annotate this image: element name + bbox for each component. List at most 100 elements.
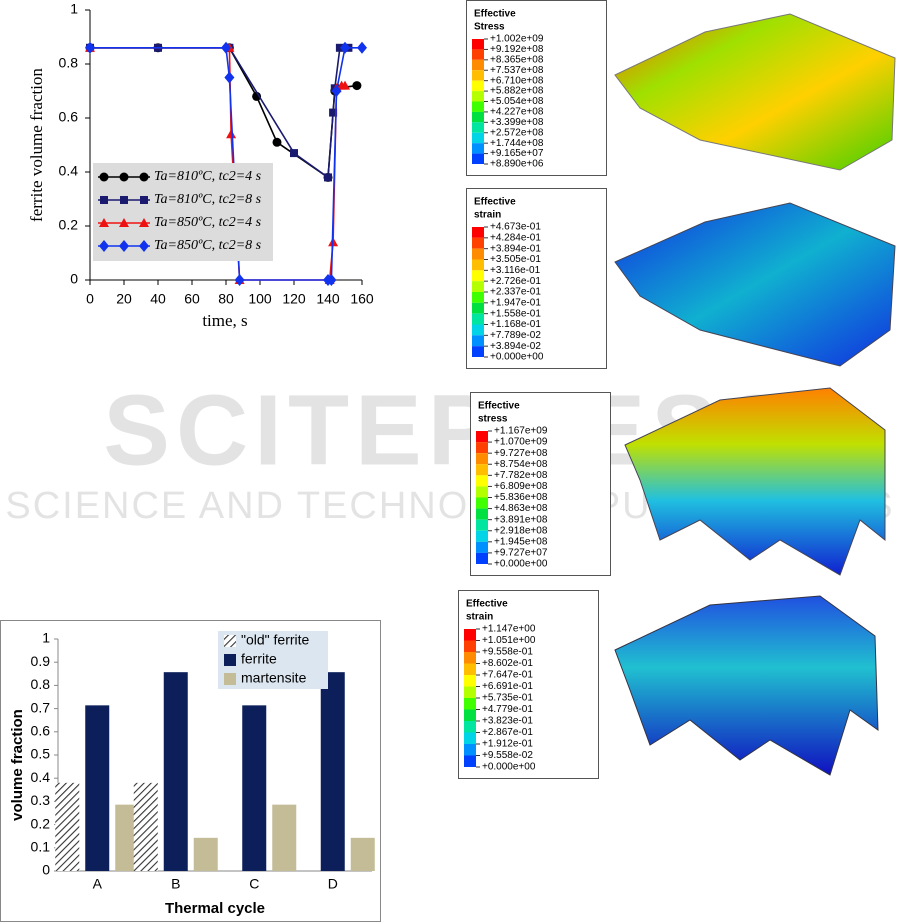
bar: [272, 804, 297, 871]
legend-label: +1.945e+08: [494, 536, 548, 547]
legend-label: +8.365e+08: [490, 54, 544, 65]
legend-label: +1.912e-01: [482, 739, 533, 750]
legend-swatch: [476, 497, 488, 509]
legend-swatch: [472, 248, 484, 260]
legend-label: +9.558e-02: [482, 750, 533, 761]
legend-label: +1.744e+08: [490, 138, 544, 149]
legend-box: [218, 631, 328, 689]
legend-label: +1.051e+00: [482, 635, 536, 646]
y-tick-label: 0.6: [59, 109, 79, 125]
legend-marker: [140, 196, 148, 204]
legend-title: strain: [474, 210, 501, 221]
x-axis-label: time, s: [202, 311, 247, 330]
legend-label: +1.070e+09: [494, 437, 548, 448]
x-tick-label: B: [171, 876, 180, 892]
legend-swatch: [476, 464, 488, 476]
y-tick-label: 0.6: [31, 723, 51, 739]
legend-swatch: [472, 153, 484, 164]
marker: [221, 41, 231, 54]
marker: [331, 85, 342, 97]
marker: [324, 173, 332, 182]
legend-label: +5.882e+08: [490, 86, 544, 97]
legend-label: +9.727e+07: [494, 548, 548, 559]
marker: [272, 137, 282, 147]
legend-swatch: [476, 530, 488, 542]
marker: [340, 80, 350, 90]
legend-label: +4.227e+08: [490, 107, 544, 118]
legend-marker: [139, 218, 149, 227]
legend-swatch: [472, 324, 484, 336]
y-tick-label: 0.9: [31, 653, 51, 669]
legend-marker: [119, 240, 129, 252]
legend-swatch: [472, 91, 484, 102]
legend-swatch: [472, 49, 484, 60]
legend-box: [466, 188, 607, 369]
fem-legend: Effectivestress+1.167e+09+1.070e+09+9.72…: [470, 392, 611, 576]
legend-swatch: [464, 675, 476, 687]
bar: [85, 705, 110, 871]
legend-swatch: [476, 552, 488, 564]
legend-swatch: [476, 519, 488, 531]
marker: [252, 91, 262, 101]
legend-marker: [120, 196, 128, 204]
bar: [133, 782, 158, 871]
legend-label: Ta=850ºC, tc2=8 s: [154, 238, 262, 253]
legend-label: +1.947e-01: [490, 297, 541, 308]
y-tick-label: 0.5: [31, 746, 51, 762]
legend-swatch: [224, 635, 236, 647]
legend-swatch: [472, 70, 484, 81]
legend-marker: [99, 172, 109, 182]
legend-title: Effective: [474, 9, 516, 20]
fem-legend: Effective Stress+1.002e+09+9.192e+08+8.36…: [466, 0, 607, 176]
legend-label: +5.836e+08: [494, 492, 548, 503]
y-tick-label: 0.1: [31, 839, 51, 855]
y-axis-label: volume fraction: [9, 709, 26, 821]
legend-label: +9.165e+07: [490, 148, 544, 159]
legend-marker: [139, 240, 149, 252]
legend-label: +4.779e-01: [482, 704, 533, 715]
legend-swatch: [472, 335, 484, 347]
legend-label: +3.505e-01: [490, 254, 541, 265]
legend-label: +6.691e-01: [482, 681, 533, 692]
legend-swatch: [464, 663, 476, 675]
marker: [357, 41, 367, 54]
marker: [224, 71, 235, 84]
legend-label: ferrite: [241, 651, 277, 667]
bar: [350, 837, 375, 871]
legend-swatch: [472, 270, 484, 282]
legend-swatch: [464, 686, 476, 698]
legend-swatch: [476, 442, 488, 454]
y-tick-label: 0.7: [31, 699, 51, 715]
legend-label: Ta=810ºC, tc2=8 s: [154, 192, 262, 207]
legend-swatch: [464, 629, 476, 641]
legend-label: +1.002e+09: [490, 34, 544, 45]
legend-swatch: [472, 259, 484, 271]
legend-label: +5.054e+08: [490, 96, 544, 107]
x-tick-label: 100: [248, 291, 272, 307]
x-tick-label: 120: [282, 291, 306, 307]
legend-swatch: [472, 132, 484, 144]
marker: [352, 81, 362, 91]
bar: [242, 705, 267, 871]
legend-swatch: [472, 111, 484, 123]
x-tick-label: C: [249, 876, 259, 892]
legend-label: +8.890e+06: [490, 159, 544, 170]
series-line: [90, 46, 358, 179]
bar: [55, 782, 80, 871]
y-tick-label: 0.3: [31, 792, 51, 808]
legend-marker: [119, 172, 129, 182]
legend-label: +4.673e-01: [490, 222, 541, 233]
marker: [335, 43, 344, 52]
legend-title: Effective: [466, 599, 508, 610]
legend-swatch: [464, 721, 476, 733]
legend-box: [466, 0, 607, 176]
legend-title: strain: [466, 612, 493, 623]
legend-swatch: [464, 698, 476, 710]
marker: [234, 274, 245, 286]
marker: [340, 41, 350, 54]
legend-label: +6.710e+08: [490, 75, 544, 86]
bar: [320, 672, 345, 871]
legend-title: Effective: [474, 197, 516, 208]
x-tick-label: 80: [218, 291, 234, 307]
fem-images: [614, 13, 896, 776]
